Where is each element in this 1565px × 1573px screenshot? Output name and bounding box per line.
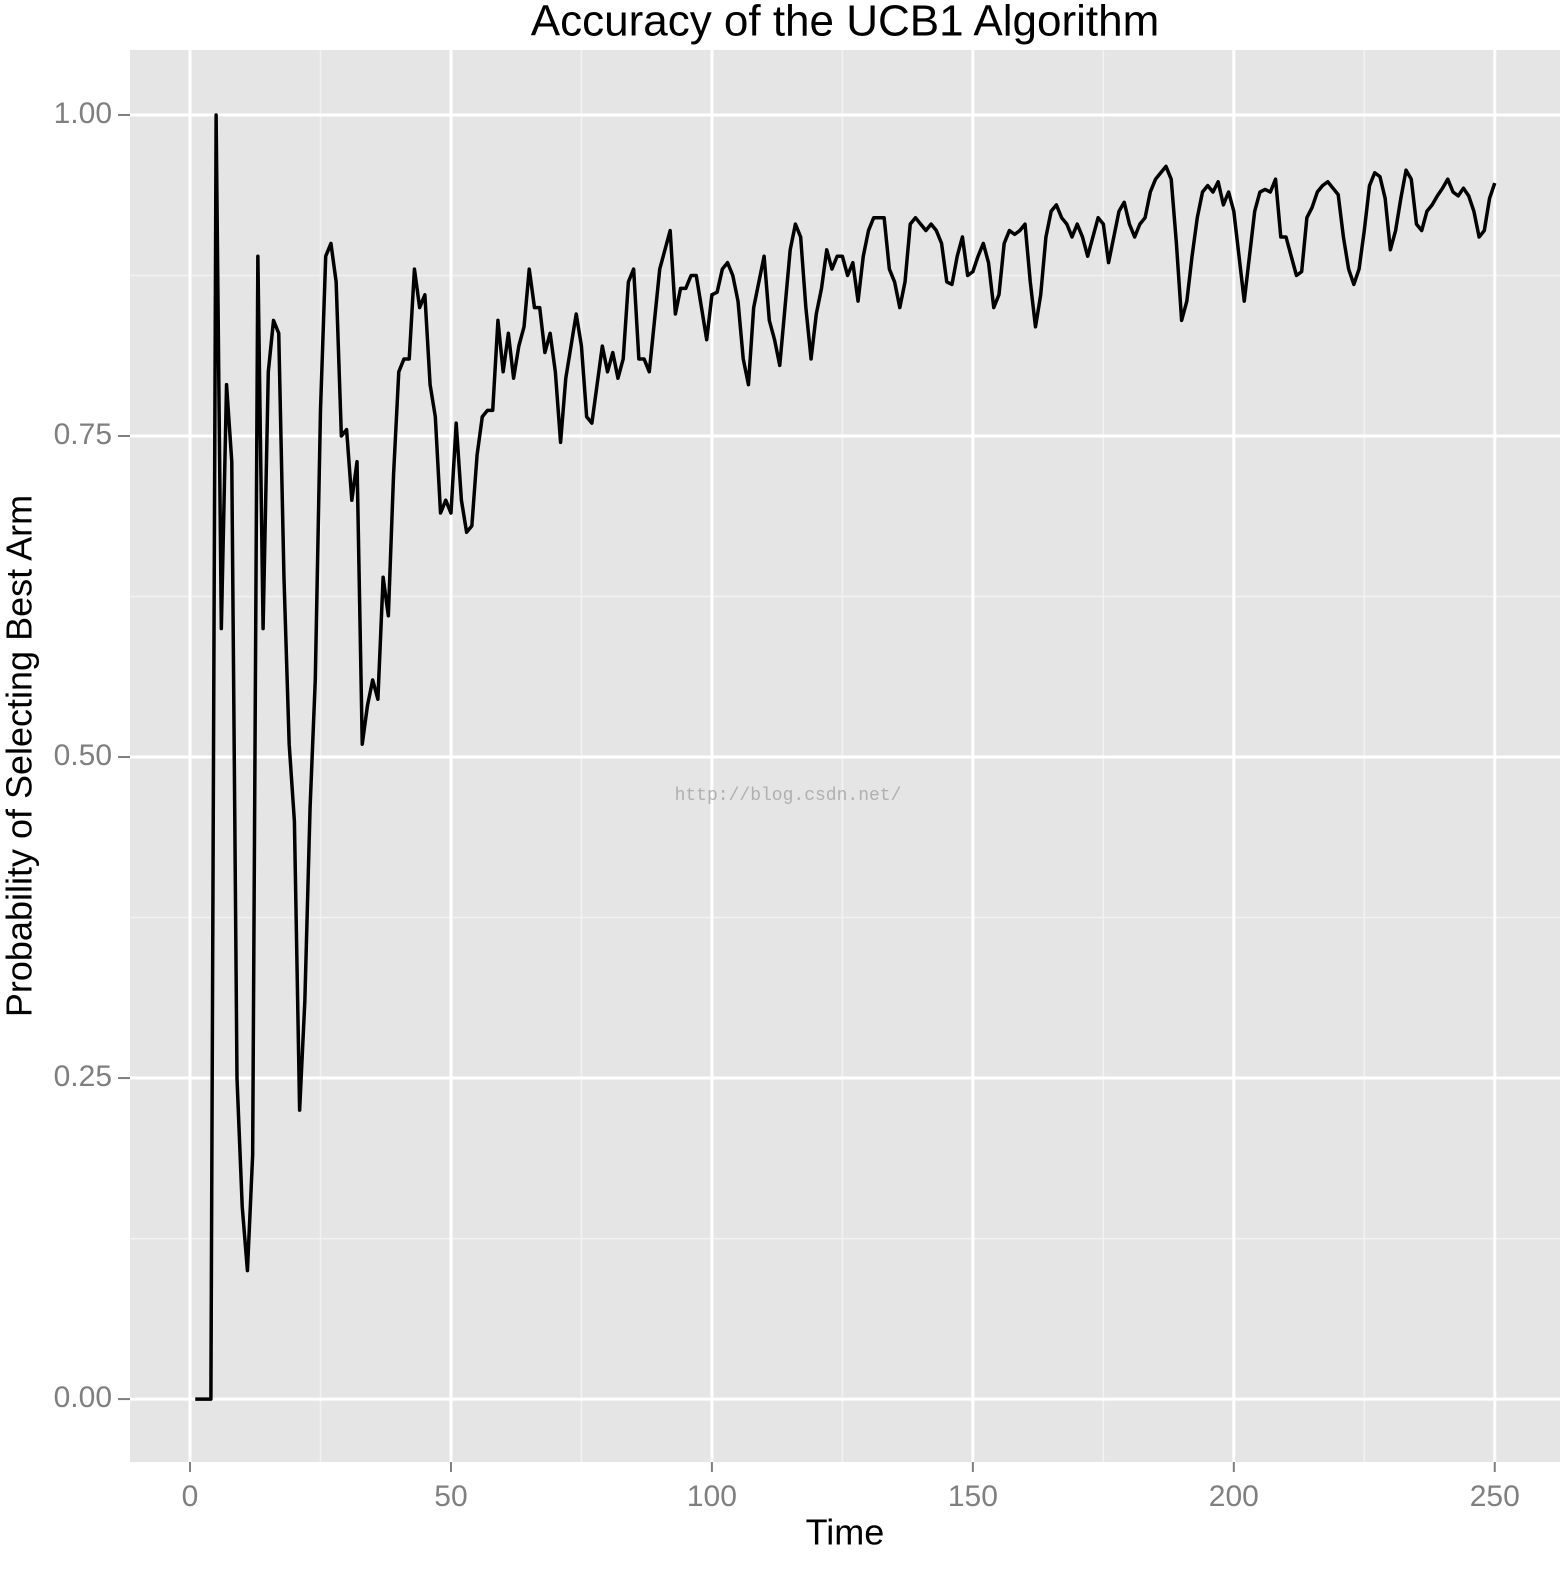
x-tick-label: 100 [687, 1480, 737, 1513]
chart-title: Accuracy of the UCB1 Algorithm [531, 0, 1159, 46]
y-tick-label: 0.25 [54, 1060, 112, 1093]
x-tick-label: 250 [1470, 1480, 1520, 1513]
y-tick-label: 1.00 [54, 97, 112, 130]
y-tick-label: 0.75 [54, 418, 112, 451]
x-tick-label: 0 [182, 1480, 199, 1513]
data-line [195, 113, 1497, 1401]
x-axis-title: Time [806, 1512, 885, 1553]
x-tick-label: 50 [434, 1480, 467, 1513]
y-tick-label: 0.00 [54, 1381, 112, 1414]
x-tick-label: 200 [1209, 1480, 1259, 1513]
y-tick-label: 0.50 [54, 739, 112, 772]
watermark: http://blog.csdn.net/ [675, 786, 902, 806]
x-tick-label: 150 [948, 1480, 998, 1513]
y-axis-title: Probability of Selecting Best Arm [0, 495, 40, 1017]
